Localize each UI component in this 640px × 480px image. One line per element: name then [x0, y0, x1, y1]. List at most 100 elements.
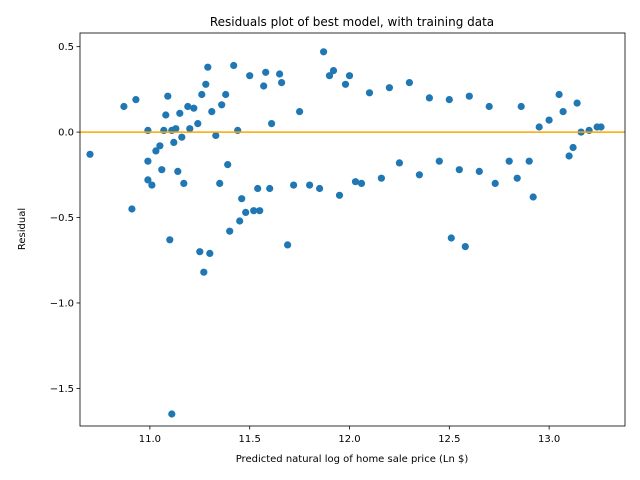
data-point [234, 126, 242, 134]
data-point [365, 89, 374, 97]
data-point [405, 79, 413, 87]
data-point [216, 179, 224, 187]
data-point [341, 80, 350, 88]
x-tick-label: 11.0 [139, 434, 161, 445]
data-point [198, 90, 206, 99]
data-point [535, 123, 543, 131]
data-point [260, 82, 268, 90]
data-point [278, 79, 286, 87]
data-point [262, 68, 270, 76]
chart-title: Residuals plot of best model, with train… [210, 15, 494, 29]
data-point [166, 236, 174, 244]
data-point [176, 109, 184, 117]
data-point [351, 178, 360, 186]
data-point [597, 123, 605, 131]
data-point [306, 181, 314, 189]
data-point [254, 184, 262, 193]
data-point [505, 157, 513, 165]
data-point [184, 102, 192, 111]
data-point [86, 150, 94, 158]
data-point [445, 96, 453, 104]
data-point [325, 72, 334, 80]
data-point [475, 167, 483, 175]
data-point [190, 104, 198, 112]
x-axis-label: Predicted natural log of home sale price… [236, 454, 469, 465]
data-point [284, 241, 292, 249]
x-tick-label: 11.5 [239, 434, 261, 445]
data-point [206, 249, 214, 257]
y-tick-label: −1.0 [50, 298, 74, 309]
data-point [238, 195, 246, 203]
data-point [170, 138, 178, 146]
data-point [573, 99, 581, 107]
data-point [455, 166, 463, 174]
data-point [320, 48, 328, 56]
x-axis: 11.0 11.5 12.0 12.5 13.0 [139, 426, 560, 445]
data-point [296, 108, 304, 116]
y-tick-label: 0.5 [58, 42, 74, 53]
data-point [513, 174, 521, 182]
data-point [236, 217, 244, 225]
data-point [226, 227, 234, 235]
data-point [144, 157, 152, 165]
data-point [204, 63, 212, 71]
data-point [395, 159, 403, 167]
data-point [168, 410, 176, 418]
data-point [435, 157, 443, 165]
data-point [485, 102, 493, 111]
data-point [529, 193, 537, 201]
x-tick-label: 12.5 [438, 434, 460, 445]
plot-frame [79, 32, 626, 427]
data-point [164, 92, 172, 100]
data-point [172, 125, 180, 133]
data-point [162, 111, 170, 119]
data-point [158, 166, 166, 174]
data-point [276, 70, 284, 78]
data-point [202, 80, 210, 88]
y-axis: 0.5 0.0 −0.5 −1.0 −1.5 [50, 42, 80, 395]
data-point [329, 67, 338, 75]
y-tick-label: −0.5 [50, 213, 74, 224]
data-point [465, 92, 473, 100]
x-tick-label: 13.0 [538, 434, 560, 445]
data-point [200, 268, 208, 276]
data-point [144, 176, 152, 184]
data-point [461, 243, 469, 251]
data-point [425, 94, 433, 102]
data-point [585, 126, 593, 134]
data-point [132, 96, 140, 104]
data-point [377, 174, 385, 182]
data-point [222, 90, 230, 99]
data-point [224, 161, 232, 169]
data-point [212, 131, 220, 140]
data-point [194, 120, 202, 128]
data-point [148, 181, 156, 189]
data-point [144, 126, 152, 134]
data-point [335, 191, 344, 199]
y-tick-label: 0.0 [58, 128, 74, 139]
data-point [218, 101, 226, 109]
data-point [266, 184, 274, 193]
y-tick-label: −1.5 [50, 384, 74, 395]
data-point [545, 116, 553, 124]
data-point [517, 102, 525, 111]
data-point [242, 208, 250, 216]
data-point [555, 90, 563, 99]
data-point [565, 152, 573, 160]
data-point [385, 84, 393, 92]
data-point [250, 207, 258, 215]
x-tick-label: 12.0 [338, 434, 360, 445]
data-point [268, 120, 276, 128]
data-point [156, 142, 164, 150]
data-point [290, 181, 298, 189]
data-point [196, 248, 204, 256]
data-point [569, 143, 577, 152]
scatter-points [86, 48, 605, 418]
data-point [316, 184, 324, 193]
data-point [174, 167, 182, 175]
data-point [246, 72, 254, 80]
data-point [256, 207, 264, 215]
data-point [415, 171, 423, 179]
